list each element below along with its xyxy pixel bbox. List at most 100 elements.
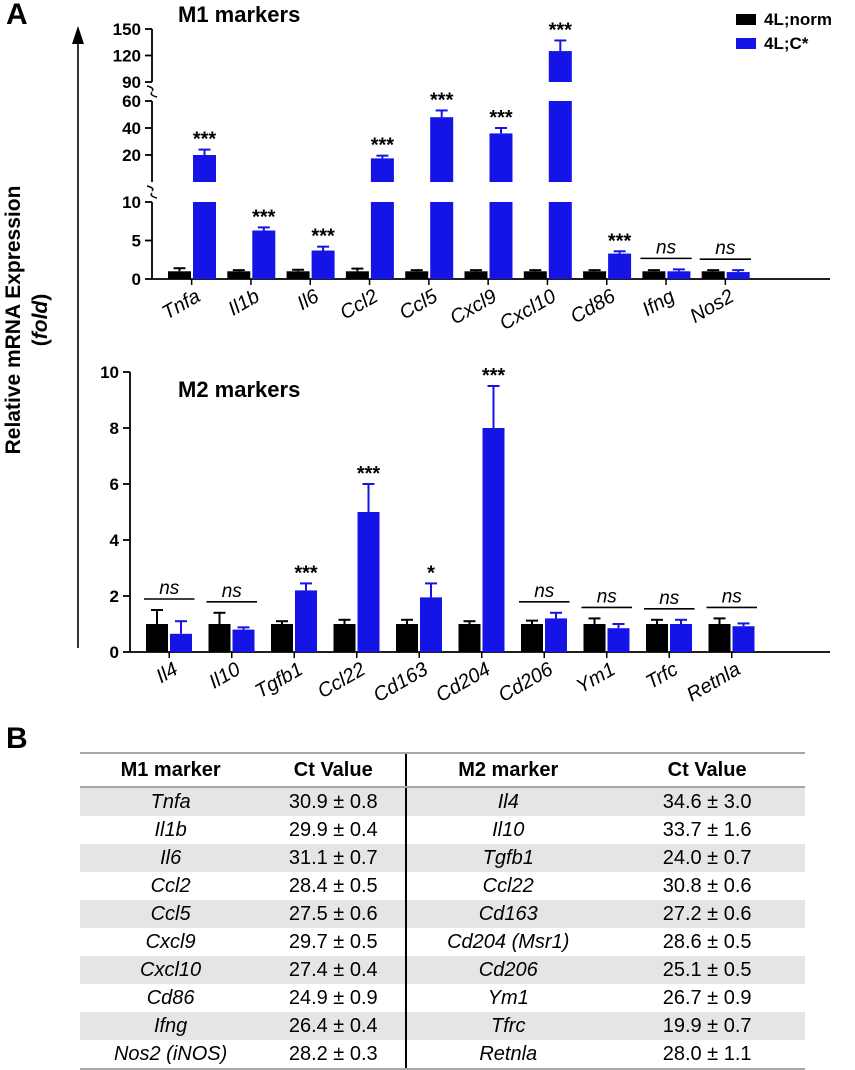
m2-category-label: Ccl22 [314,658,369,703]
m1-bar-cstar [608,253,632,279]
m1-axis-break-mark [146,85,154,92]
y-axis-label-unit: (fold) [29,294,52,346]
m2-significance-label: * [427,562,435,584]
m2-ct-cell: 33.7 ± 1.6 [662,818,752,841]
m1-bar-norm [701,271,725,279]
m2-category-label: Cd163 [370,658,432,707]
m2-category-label: Retnla [683,658,744,706]
m1-ct-cell: 30.9 ± 0.8 [261,787,407,816]
m2-bar-cstar [545,618,567,652]
m2-bar-cstar [295,590,317,652]
table-row: Ccl5 27.5 ± 0.6 Cd163 27.2 ± 0.6 [80,900,805,928]
m1-significance-label: *** [252,206,276,228]
m1-bar-cstar-segment [548,51,572,82]
m2-category-label: Cd206 [495,658,558,707]
m2-y-tick-label: 2 [110,587,119,606]
m1-significance-label: *** [311,226,335,248]
m2-bar-cstar [732,626,755,652]
m2-marker-cell: Il10 [405,816,610,844]
m1-bar-cstar [667,271,691,279]
table-row: Ccl2 28.4 ± 0.5 Ccl22 30.8 ± 0.6 [80,872,805,900]
m1-significance-label: *** [549,19,573,41]
m2-ct-cell: 30.8 ± 0.6 [662,874,752,897]
m2-bar-cstar [420,597,442,652]
y-axis-label: Relative mRNA Expression [2,186,25,455]
m2-y-tick-label: 0 [110,643,119,662]
m2-bar-cstar [482,428,505,652]
m1-bar-norm [464,271,488,279]
m1-bar-cstar [430,202,454,279]
m1-title: M1 markers [178,2,300,27]
m1-y-tick-label: 120 [113,47,141,66]
m1-category-label: Ifng [639,285,679,321]
m1-bar-norm [168,271,191,279]
m2-ct-cell: 25.1 ± 0.5 [609,956,805,984]
m1-bar-norm [286,271,310,279]
m1-category-label: Ccl2 [336,285,382,324]
m2-ct-cell: 28.0 ± 1.1 [609,1040,805,1070]
m1-marker-cell: Ccl5 [80,900,262,928]
m2-category-label: Cd204 [432,658,494,707]
m2-category-label: Tgfb1 [251,658,306,703]
m1-bar-cstar-segment [548,101,572,182]
m1-bar-norm [642,271,666,279]
m1-significance-label: *** [430,89,454,111]
m1-y-tick-label: 40 [122,119,141,138]
m2-marker-cell: Cd204 (Msr1) [405,928,610,956]
m1-bar-cstar [252,230,276,279]
m1-bar-cstar [370,202,394,279]
m1-significance-label: *** [608,230,632,252]
m2-significance-label: *** [294,562,318,584]
m2-marker-cell: Tgfb1 [405,844,610,872]
m1-category-label: Il1b [225,285,264,320]
m2-ct-cell: 26.7 ± 0.9 [662,986,752,1009]
ct-value-table: M1 marker Ct Value M2 marker Ct Value Tn… [80,752,805,1070]
m2-bar-norm [521,624,543,652]
m2-category-label: Trfc [642,658,682,694]
m2-ct-cell: 34.6 ± 3.0 [609,787,805,816]
m1-ct-cell: 29.9 ± 0.4 [288,818,378,841]
m2-significance-label: ns [534,581,555,602]
m1-bar-cstar [489,202,513,279]
m2-bar-cstar [670,624,692,652]
m1-bar-cstar [726,272,750,279]
m2-bar-norm [458,624,481,652]
m1-ct-cell: 31.1 ± 0.7 [261,844,407,872]
m2-y-tick-label: 4 [110,531,120,550]
legend-swatch-norm [736,14,756,25]
m2-category-label: Ym1 [573,658,620,698]
m2-bar-norm [396,624,418,652]
m1-bar-norm [523,271,547,279]
m2-significance-label: ns [722,586,743,607]
m2-bar-cstar [232,629,255,652]
m2-category-label: Il10 [205,658,244,693]
m1-marker-cell: Il6 [80,844,262,872]
m1-axis-break-mark [146,185,154,192]
m1-marker-cell: Cd86 [146,986,195,1009]
m1-y-tick-label: 5 [132,232,141,251]
table-header-m2-marker: M2 marker [405,752,610,788]
m1-category-label: Cxcl10 [496,285,560,335]
table-row: Il1b 29.9 ± 0.4 Il10 33.7 ± 1.6 [80,816,805,844]
m1-bar-cstar-segment [430,117,454,182]
m1-ct-cell: 28.2 ± 0.3 [261,1040,407,1070]
table-row: Cd86 24.9 ± 0.9 Ym1 26.7 ± 0.9 [80,984,805,1012]
m1-significance-label: *** [489,107,513,129]
m2-significance-label: ns [222,581,243,602]
y-axis-arrowhead [72,26,84,44]
m2-marker-cell: Ccl22 [405,872,610,900]
table-row: Cxcl9 29.7 ± 0.5 Cd204 (Msr1) 28.6 ± 0.5 [80,928,805,956]
m1-category-label: Il6 [293,285,323,315]
m2-y-tick-label: 8 [110,419,119,438]
m2-significance-label: ns [597,586,618,607]
m1-bar-cstar-segment [193,155,216,182]
panel-b-label: B [6,722,28,755]
m1-category-label: Ccl5 [396,285,442,324]
table-header-row: M1 marker Ct Value M2 marker Ct Value [80,752,805,788]
m1-bar-cstar-segment [489,133,513,182]
m1-bar-cstar [311,250,335,279]
m1-ct-cell: 26.4 ± 0.4 [261,1012,407,1040]
m2-marker-cell: Ym1 [405,984,610,1012]
m2-marker-cell: Cd206 [405,956,610,984]
m1-axis-break-mark [150,192,158,199]
